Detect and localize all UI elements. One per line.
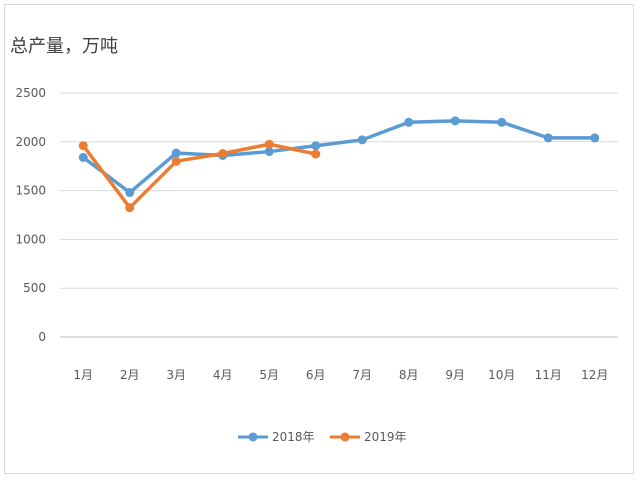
legend-marker (248, 432, 258, 442)
data-point (311, 149, 321, 159)
y-tick-label: 1000 (15, 232, 46, 246)
x-tick-label: 6月 (306, 368, 326, 382)
y-tick-label: 2500 (15, 86, 46, 100)
legend-label: 2019年 (364, 430, 407, 444)
x-tick-label: 9月 (445, 368, 465, 382)
series-line (81, 119, 597, 195)
series-line (81, 142, 318, 210)
data-point (357, 135, 367, 145)
x-tick-label: 1月 (73, 368, 93, 382)
y-tick-label: 500 (23, 281, 46, 295)
legend-item: 2018年 (238, 430, 315, 444)
x-tick-label: 12月 (581, 368, 608, 382)
data-point (450, 116, 460, 126)
legend-item: 2019年 (330, 430, 407, 444)
x-tick-label: 10月 (488, 368, 515, 382)
x-axis-ticks: 1月 2月 3月 4月 5月 6月 7月 8月 9月 10月 11月 12月 (73, 368, 608, 382)
data-point (171, 148, 181, 158)
x-tick-label: 3月 (166, 368, 186, 382)
y-tick-label: 0 (38, 330, 46, 344)
x-tick-label: 2月 (120, 368, 140, 382)
y-axis-ticks: 0 500 1000 1500 2000 2500 (15, 86, 46, 344)
data-point (125, 188, 135, 198)
x-tick-label: 5月 (259, 368, 279, 382)
gridlines (60, 92, 618, 338)
chart-title: 总产量，万吨 (10, 36, 118, 57)
y-tick-label: 1500 (15, 184, 46, 198)
data-point (218, 149, 228, 159)
legend: 2018年 2019年 (238, 430, 407, 444)
x-tick-label: 7月 (352, 368, 372, 382)
data-point (404, 117, 414, 127)
series-0 (78, 116, 600, 198)
x-tick-label: 11月 (535, 368, 562, 382)
legend-marker (340, 432, 350, 442)
data-point (311, 141, 321, 151)
legend-label: 2018年 (272, 430, 315, 444)
data-point (125, 203, 135, 213)
data-point (78, 141, 88, 151)
data-point (78, 152, 88, 162)
data-point (264, 139, 274, 149)
x-tick-label: 4月 (213, 368, 233, 382)
data-point (264, 147, 274, 157)
data-point (497, 117, 507, 127)
series-group (78, 116, 600, 213)
y-tick-label: 2000 (15, 135, 46, 149)
x-tick-label: 8月 (399, 368, 419, 382)
series-1 (78, 139, 321, 213)
data-point (590, 133, 600, 143)
data-point (171, 156, 181, 166)
data-point (543, 133, 553, 143)
